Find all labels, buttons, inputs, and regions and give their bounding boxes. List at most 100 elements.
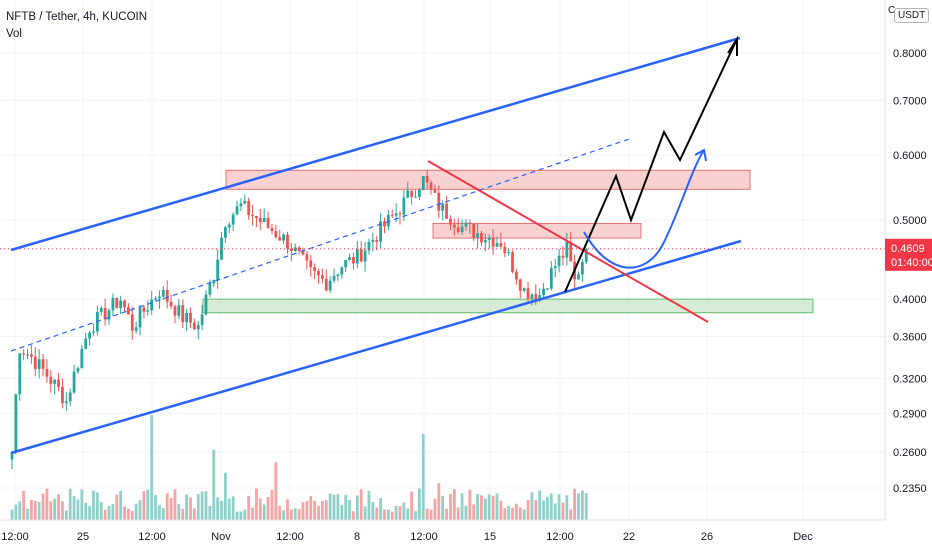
volume-bar (321, 500, 324, 520)
volume-bar (192, 508, 196, 520)
candle-body (386, 214, 390, 227)
volume-bar (344, 494, 348, 520)
candle-body (130, 314, 134, 331)
volume-bar (379, 497, 382, 520)
volume-bar (328, 493, 332, 520)
projection-path (564, 38, 738, 293)
volume-bar (262, 504, 266, 520)
volume-bar (33, 501, 37, 520)
scale-corner-glyph[interactable]: C (888, 5, 896, 16)
volume-bar (429, 509, 433, 520)
candle-body (146, 310, 150, 312)
volume-bar (204, 491, 208, 520)
candle-body (336, 274, 340, 276)
candle-body (406, 190, 410, 198)
chart-grid (0, 0, 885, 520)
candle-body (437, 192, 441, 211)
candle-body (196, 324, 200, 330)
candle-body (441, 203, 445, 211)
volume-bar (441, 496, 445, 520)
volume-bar (534, 500, 538, 520)
currency-selector[interactable]: USDT (894, 8, 930, 23)
candle-body (394, 213, 398, 216)
volume-bar (332, 494, 336, 520)
candle-body (64, 401, 68, 404)
volume-bar (491, 495, 495, 520)
candle-body (123, 300, 126, 308)
volume-bar (518, 507, 522, 520)
candle-body (305, 254, 309, 261)
volume-bar (472, 504, 476, 520)
volume-bar (107, 505, 111, 520)
volume-bar (189, 497, 192, 520)
volume-bar (80, 489, 84, 520)
candle-body (495, 242, 499, 247)
volume-bar (181, 508, 185, 520)
candle-body (200, 314, 204, 325)
candle-body (344, 259, 348, 268)
candle-body (103, 307, 107, 320)
time-tick-label: 12:00 (410, 531, 438, 543)
candle-body (352, 257, 355, 264)
candle-body (549, 267, 553, 289)
candle-body (76, 368, 80, 372)
channel-upper-line (10, 36, 741, 252)
candle-body (483, 239, 487, 243)
candle-body (278, 237, 282, 241)
volume-bar (359, 489, 363, 520)
candle-body (258, 217, 262, 222)
volume-bar (212, 449, 216, 520)
candle-body (227, 224, 231, 228)
volume-bar (301, 502, 305, 520)
candle-body (317, 271, 320, 276)
volume-bar (286, 499, 289, 520)
volume-bar (394, 505, 398, 520)
candle-body (546, 288, 549, 290)
volume-bar (584, 493, 588, 520)
candle-body (359, 249, 363, 262)
volume-bar (119, 490, 123, 520)
candle-body (282, 234, 285, 241)
candle-body (561, 255, 565, 258)
volume-bar (72, 495, 76, 520)
candle-body (297, 247, 301, 252)
volume-bar (103, 509, 107, 520)
candle-body (487, 237, 491, 240)
candle-body (216, 259, 220, 280)
candle-body (57, 379, 60, 387)
candle-body (99, 307, 103, 312)
volume-bar (293, 508, 297, 520)
last-price-value: 0.4609 (891, 243, 925, 255)
candle-body (181, 305, 185, 323)
volume-bar (437, 483, 441, 520)
candle-body (553, 266, 557, 268)
candle-body (503, 246, 507, 254)
candle-body (119, 300, 123, 309)
zone-support (202, 298, 814, 314)
candle-body (30, 354, 33, 357)
candle-body (115, 297, 119, 309)
volume-bar (538, 490, 542, 520)
candle-body (142, 307, 146, 312)
volume-bar (580, 490, 584, 520)
candle-body (165, 289, 169, 302)
volume-bar (460, 493, 464, 520)
symbol-title: NFTB / Tether, 4h, KUCOIN (6, 11, 148, 23)
volume-bar (530, 492, 534, 520)
candle-body (313, 267, 317, 272)
volume-bar (173, 489, 177, 520)
volume-bar (247, 496, 251, 520)
volume-bar (577, 493, 580, 520)
volume-bar (553, 503, 557, 520)
candle-body (192, 322, 196, 330)
price-tick-label: 0.3200 (893, 373, 927, 385)
candle-body (367, 241, 371, 251)
candle-body (363, 250, 367, 262)
candle-body (398, 213, 402, 215)
volume-bar (138, 500, 142, 520)
candle-body (542, 288, 545, 296)
volume-bar (57, 494, 60, 520)
candle-body (577, 274, 580, 280)
candle-body (460, 226, 464, 233)
